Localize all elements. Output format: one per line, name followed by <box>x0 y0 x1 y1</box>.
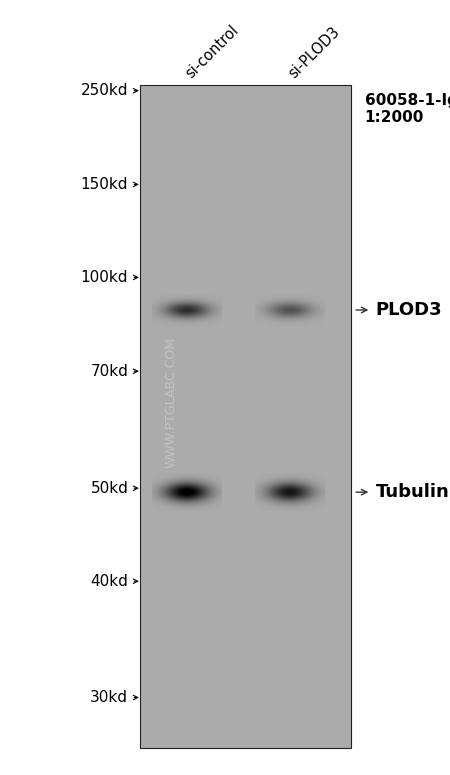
Text: 150kd: 150kd <box>81 177 128 192</box>
Text: Tubulin: Tubulin <box>376 483 450 501</box>
Text: 40kd: 40kd <box>90 574 128 589</box>
Text: 70kd: 70kd <box>90 363 128 379</box>
Text: 250kd: 250kd <box>81 83 128 98</box>
Text: WWW.PTGLABC.COM: WWW.PTGLABC.COM <box>165 337 177 469</box>
Text: si-control: si-control <box>182 22 241 81</box>
Text: 50kd: 50kd <box>90 480 128 496</box>
Text: 60058-1-Ig
1:2000: 60058-1-Ig 1:2000 <box>364 93 450 126</box>
Text: 100kd: 100kd <box>81 270 128 285</box>
Text: PLOD3: PLOD3 <box>376 301 442 319</box>
Bar <box>140 85 351 748</box>
Text: 30kd: 30kd <box>90 690 128 705</box>
Text: si-PLOD3: si-PLOD3 <box>286 25 342 81</box>
